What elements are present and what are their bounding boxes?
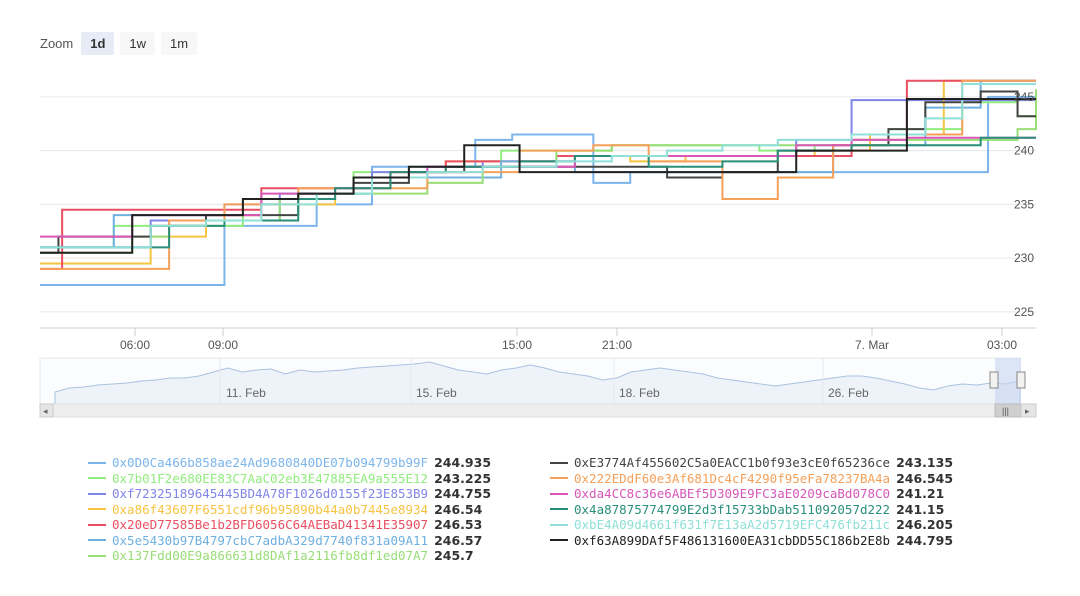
legend-left: 0x0D0Ca466b858ae24Ad9680840DE07b094799b9… — [88, 455, 491, 564]
scroll-right-button[interactable] — [1020, 403, 1037, 418]
legend-series-name: 0xf63A899DAf5F486131600EA31cbDD55C186b2E… — [574, 532, 891, 548]
x-tick-label-4: 7. Mar — [855, 338, 889, 352]
legend-item[interactable]: 0xbE4A09d4661f631f7E13aA2d5719EFC476fb21… — [550, 517, 953, 533]
grid — [40, 96, 1036, 329]
legend-item[interactable]: 0xf72325189645445BD4A78F1026d0155f23E853… — [88, 486, 491, 502]
legend-series-value: 246.53 — [434, 517, 483, 533]
x-tick-label-1: 09:00 — [208, 338, 238, 352]
legend-swatch — [88, 477, 106, 480]
legend-series-name: 0x137Fdd00E9a866631d8DAf1a2116fb8df1ed07… — [112, 548, 429, 564]
legend-swatch — [550, 508, 568, 511]
legend-series-name: 0x4a87875774799E2d3f15733bDab511092057d2… — [574, 501, 891, 517]
legend-series-value: 246.205 — [896, 517, 954, 533]
nav-label-15-feb: 15. Feb — [416, 386, 457, 400]
legend-swatch — [88, 508, 106, 511]
y-tick-label-4: 245 — [1014, 90, 1034, 104]
navigator-handle-right[interactable] — [1016, 371, 1026, 389]
series-line-12[interactable] — [40, 98, 1036, 254]
scroll-right-arrow-icon: ▸ — [1025, 406, 1030, 416]
nav-label-26-feb: 26. Feb — [828, 386, 869, 400]
zoom-1d-button[interactable]: 1d — [81, 31, 115, 55]
x-tick-label-2: 15:00 — [502, 338, 532, 352]
series-group — [40, 79, 1037, 286]
legend-swatch — [550, 492, 568, 495]
series-line-4[interactable] — [40, 79, 1036, 270]
legend-item[interactable]: 0x137Fdd00E9a866631d8DAf1a2116fb8df1ed07… — [88, 548, 491, 564]
legend-series-name: 0xf72325189645445BD4A78F1026d0155f23E853… — [112, 486, 429, 502]
legend-swatch — [88, 461, 106, 464]
x-tick-label-5: 03:00 — [987, 338, 1017, 352]
navigator-handle-left[interactable] — [989, 371, 999, 389]
legend-right: 0xE3774Af455602C5a0EACC1b0f93e3cE0f65236… — [550, 455, 953, 548]
legend-swatch — [550, 461, 568, 464]
legend-series-name: 0x222EDdF60e3Af681Dc4cF4290f95eFa78237BA… — [574, 470, 891, 486]
legend-swatch — [550, 523, 568, 526]
legend-series-value: 243.135 — [896, 455, 954, 471]
legend-series-name: 0xda4CC8c36e6ABEf5D309E9FC3aE0209caBd078… — [574, 486, 891, 502]
legend-series-value: 243.225 — [434, 470, 492, 486]
legend-swatch — [88, 554, 106, 557]
legend-series-value: 241.15 — [896, 501, 945, 517]
legend-series-name: 0x5e5430b97B4797cbC7adbA329d7740f831a09A… — [112, 532, 429, 548]
legend-swatch — [88, 539, 106, 542]
series-line-10[interactable] — [40, 136, 1036, 249]
legend-series-value: 246.57 — [434, 532, 483, 548]
navigator-area — [54, 361, 1021, 405]
y-tick-label-1: 230 — [1014, 251, 1034, 265]
legend-series-value: 246.545 — [896, 470, 954, 486]
legend-series-name: 0xbE4A09d4661f631f7E13aA2d5719EFC476fb21… — [574, 517, 891, 533]
legend-item[interactable]: 0x4a87875774799E2d3f15733bDab511092057d2… — [550, 502, 953, 518]
y-tick-label-3: 240 — [1014, 144, 1034, 158]
series-line-9[interactable] — [40, 136, 1036, 238]
legend-item[interactable]: 0x222EDdF60e3Af681Dc4cF4290f95eFa78237BA… — [550, 471, 953, 487]
series-line-5[interactable] — [40, 79, 1036, 249]
navigator[interactable]: 11. Feb 15. Feb 18. Feb 26. Feb — [39, 357, 1026, 405]
legend-series-value: 241.21 — [896, 486, 945, 502]
x-tick-label-0: 06:00 — [120, 338, 150, 352]
legend-series-value: 244.935 — [434, 455, 492, 471]
price-chart: 06:00 09:00 15:00 21:00 7. Mar 03:00 225 230 23… — [39, 79, 1037, 418]
legend-item[interactable]: 0x5e5430b97B4797cbC7adbA329d7740f831a09A… — [88, 533, 491, 549]
x-axis-ticks: 06:00 09:00 15:00 21:00 7. Mar 03:00 — [120, 328, 1017, 352]
legend-item[interactable]: 0xa86f43607F6551cdf96b95890b44a0b7445e89… — [88, 502, 491, 518]
legend-series-value: 246.54 — [434, 501, 483, 517]
nav-label-18-feb: 18. Feb — [619, 386, 660, 400]
scroll-left-arrow-icon: ◂ — [43, 406, 48, 416]
legend-series-value: 244.755 — [434, 486, 492, 502]
x-tick-label-3: 21:00 — [602, 338, 632, 352]
series-line-8[interactable] — [40, 79, 1036, 270]
scrollbar[interactable]: ◂ ||| ▸ — [39, 403, 1037, 418]
legend-swatch — [550, 539, 568, 542]
zoom-label: Zoom — [40, 35, 74, 51]
legend-series-name: 0xa86f43607F6551cdf96b95890b44a0b7445e89… — [112, 501, 429, 517]
y-axis-ticks: 225 230 235 240 245 — [1014, 90, 1034, 319]
legend-swatch — [550, 477, 568, 480]
series-line-0[interactable] — [40, 95, 1036, 286]
legend-item[interactable]: 0x20eD77585Be1b2BFD6056C64AEBaD41341E359… — [88, 517, 491, 533]
legend-series-name: 0x7b01F2e680EE83C7AaC02eb3E47885EA9a555E… — [112, 470, 429, 486]
legend-series-name: 0x20eD77585Be1b2BFD6056C64AEBaD41341E359… — [112, 517, 429, 533]
nav-label-11-feb: 11. Feb — [226, 386, 266, 400]
zoom-1m-button[interactable]: 1m — [161, 31, 198, 55]
y-tick-label-0: 225 — [1014, 305, 1034, 319]
scroll-grip-icon: ||| — [1002, 406, 1009, 416]
scroll-left-button[interactable] — [39, 403, 54, 418]
series-line-11[interactable] — [40, 82, 1036, 249]
legend-item[interactable]: 0xf63A899DAf5F486131600EA31cbDD55C186b2E… — [550, 533, 953, 549]
legend-item[interactable]: 0xE3774Af455602C5a0EACC1b0f93e3cE0f65236… — [550, 455, 953, 471]
series-line-6[interactable] — [40, 89, 1037, 254]
y-tick-label-2: 235 — [1014, 197, 1034, 211]
legend-series-value: 244.795 — [896, 532, 954, 548]
legend-item[interactable]: 0x0D0Ca466b858ae24Ad9680840DE07b094799b9… — [88, 455, 491, 471]
zoom-bar: Zoom 1d 1w 1m — [40, 30, 203, 56]
legend-item[interactable]: 0x7b01F2e680EE83C7AaC02eb3E47885EA9a555E… — [88, 471, 491, 487]
legend-series-name: 0xE3774Af455602C5a0EACC1b0f93e3cE0f65236… — [574, 455, 891, 471]
legend-item[interactable]: 0xda4CC8c36e6ABEf5D309E9FC3aE0209caBd078… — [550, 486, 953, 502]
legend-swatch — [88, 523, 106, 526]
legend-series-name: 0x0D0Ca466b858ae24Ad9680840DE07b094799b9… — [112, 455, 429, 471]
zoom-1w-button[interactable]: 1w — [120, 31, 156, 55]
legend-swatch — [88, 492, 106, 495]
legend-series-value: 245.7 — [434, 548, 474, 564]
